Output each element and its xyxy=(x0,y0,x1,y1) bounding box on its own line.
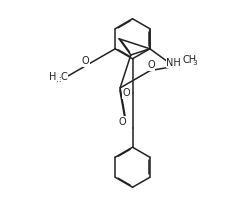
Text: C: C xyxy=(61,72,68,82)
Text: 3: 3 xyxy=(58,77,63,83)
Text: NH: NH xyxy=(166,58,181,68)
Text: O: O xyxy=(81,56,89,66)
Text: CH: CH xyxy=(183,55,197,65)
Text: O: O xyxy=(118,117,126,127)
Text: 3: 3 xyxy=(192,60,197,66)
Text: O: O xyxy=(122,88,130,98)
Text: H: H xyxy=(49,72,57,82)
Text: O: O xyxy=(147,60,155,70)
